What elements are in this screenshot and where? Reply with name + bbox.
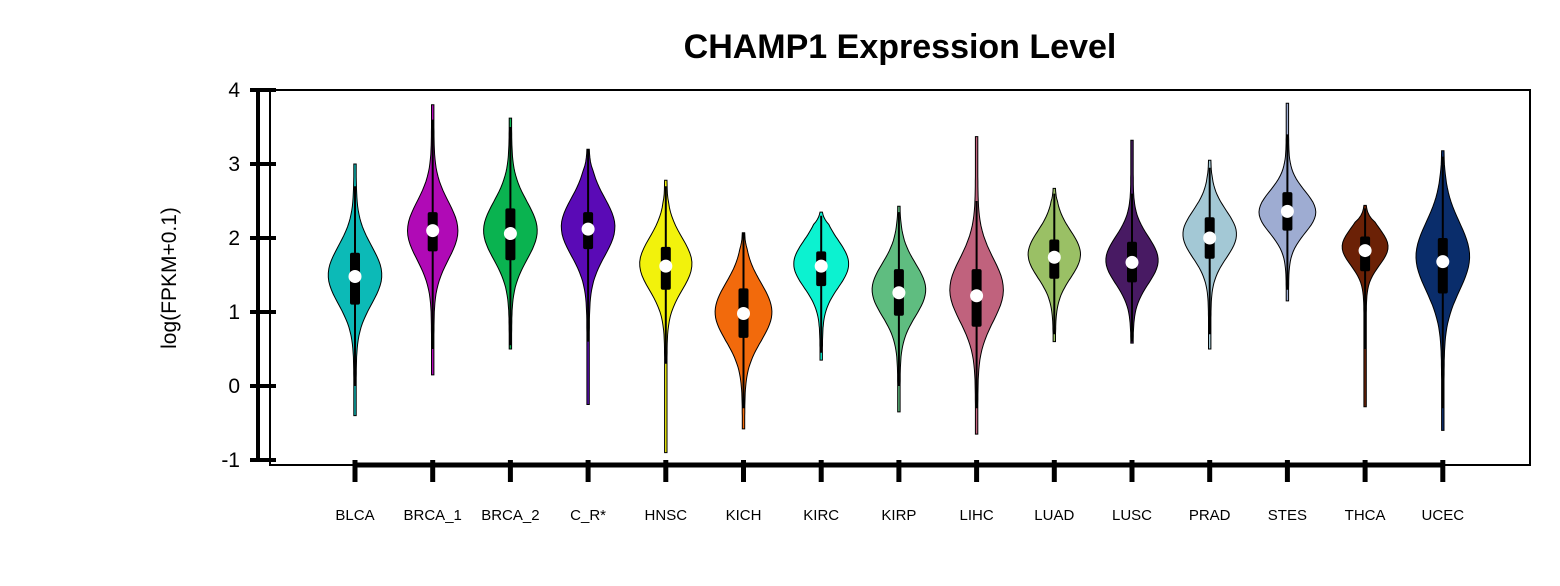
x-tick-label: BLCA <box>335 507 374 524</box>
x-tick-label: KIRC <box>803 507 839 524</box>
x-tick-label: HNSC <box>645 507 688 524</box>
violin-median-point <box>737 306 750 320</box>
x-axis <box>352 460 1446 482</box>
violin-lihc <box>949 136 1004 435</box>
violin-median-point <box>1125 255 1139 269</box>
violin-median-point <box>1280 204 1294 218</box>
violin-median-point <box>1436 255 1450 269</box>
x-tick-label: PRAD <box>1189 507 1231 524</box>
violin-blca <box>327 163 383 417</box>
x-tick-label: BRCA_2 <box>481 507 539 524</box>
violin-kich <box>714 232 773 430</box>
violin-prad <box>1182 159 1237 350</box>
violin-ucec <box>1415 150 1471 431</box>
violin-stes <box>1258 102 1317 302</box>
violin-median-point <box>1203 231 1217 245</box>
violin-hnsc <box>639 179 693 454</box>
violin-median-point <box>348 269 362 283</box>
y-tick-label: -1 <box>221 449 240 472</box>
x-tick-label: STES <box>1268 507 1307 524</box>
x-tick-label: C_R* <box>570 507 606 524</box>
violin-luad <box>1027 187 1082 343</box>
violin-median-point <box>814 259 828 273</box>
violin-median-point <box>892 286 906 300</box>
violin-median-point <box>659 259 673 273</box>
x-tick-label: KIRP <box>881 507 916 524</box>
violin-kirc <box>793 211 850 361</box>
violin-median-point <box>1047 250 1061 264</box>
violin-median-point <box>503 227 517 241</box>
x-tick-labels: BLCA BRCA_1 BRCA_2 C_R* HNSC KICH KIRC KIRP LIHC… <box>335 507 1464 524</box>
violin-brca-1 <box>406 104 459 376</box>
violin-median-point <box>1358 244 1372 258</box>
violins <box>327 102 1471 454</box>
violin-thca <box>1341 204 1389 408</box>
x-tick-label: UCEC <box>1422 507 1465 524</box>
violin-median-point <box>581 222 595 236</box>
y-tick-label: 4 <box>228 79 240 102</box>
y-tick-label: 3 <box>228 153 240 176</box>
y-axis: -1 0 1 2 3 4 <box>221 79 276 472</box>
y-axis-label: log(FPKM+0.1) <box>158 207 181 349</box>
y-tick-label: 2 <box>228 227 240 250</box>
violin-median-point <box>970 289 984 303</box>
violin-brca-2 <box>483 117 538 350</box>
x-tick-label: LUAD <box>1034 507 1074 524</box>
x-tick-label: THCA <box>1345 507 1386 524</box>
x-tick-label: LIHC <box>960 507 994 524</box>
y-tick-label: 0 <box>228 375 240 398</box>
x-tick-label: LUSC <box>1112 507 1152 524</box>
violin-median-point <box>426 224 440 238</box>
y-tick-label: 1 <box>228 301 240 324</box>
violin-kirp <box>871 205 927 413</box>
violin-c-r- <box>560 148 616 405</box>
x-tick-label: BRCA_1 <box>404 507 462 524</box>
chart-title: CHAMP1 Expression Level <box>684 28 1117 66</box>
violin-lusc <box>1105 139 1159 344</box>
x-tick-label: KICH <box>726 507 762 524</box>
